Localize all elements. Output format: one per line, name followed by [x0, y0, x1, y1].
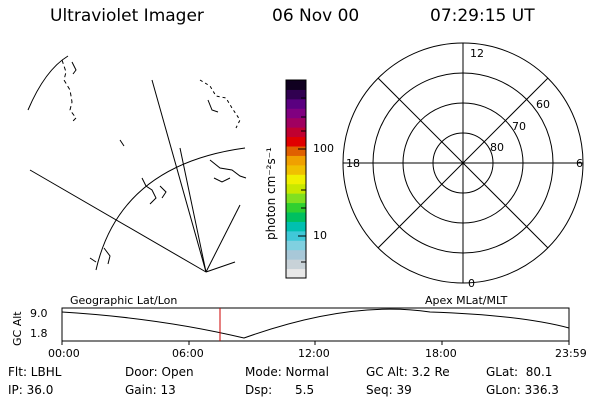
app-title: Ultraviolet Imager [50, 6, 204, 26]
color-scale-segment [286, 230, 306, 241]
colorbar-tick-100: 100 [313, 142, 334, 155]
info-glat: GLat: 80.1 [486, 365, 553, 379]
info-ip: IP: 36.0 [8, 383, 54, 397]
altitude-ytick-min: 1.8 [30, 327, 48, 340]
info-filter: Flt: LBHL [8, 365, 62, 379]
mlt-label-6: 6 [576, 157, 583, 170]
terminator-line [205, 204, 241, 273]
info-dsp: Dsp: 5.5 [245, 383, 315, 397]
info-door: Door: Open [125, 365, 194, 379]
color-scale-segment [286, 249, 306, 260]
color-scale-segment [286, 193, 306, 204]
color-scale-segment [286, 259, 306, 270]
altitude-xtick: 23:59 [555, 347, 587, 360]
coastline [159, 185, 167, 199]
info-glon: GLon: 336.3 [486, 383, 559, 397]
coastline [89, 257, 97, 263]
color-scale-segment [286, 117, 306, 128]
color-scale-segment [286, 268, 306, 279]
info-mode: Mode: Normal [245, 365, 329, 379]
altitude-frame [61, 307, 570, 342]
color-scale-segment [286, 183, 306, 194]
altitude-ylabel: GC Alt [11, 311, 24, 346]
info-seq: Seq: 39 [366, 383, 412, 397]
altitude-xticks-marks [61, 341, 570, 345]
polar-diagonal [377, 77, 549, 249]
mlat-label-70: 70 [512, 120, 526, 133]
color-scale-segment [286, 108, 306, 119]
color-scale-segment [286, 221, 306, 232]
info-gc-alt: GC Alt: 3.2 Re [366, 365, 450, 379]
polar-panel-label: Apex MLat/MLT [425, 294, 508, 307]
polar-plot [342, 42, 584, 284]
coastline [141, 177, 157, 205]
earth-limb-arc [95, 147, 246, 271]
coastline [119, 139, 125, 147]
mlt-label-18: 18 [346, 157, 360, 170]
color-scale-segment [286, 98, 306, 109]
coastline [199, 79, 241, 129]
time-display: 07:29:15 UT [430, 6, 535, 26]
terminator-line-2 [205, 261, 236, 273]
earth-limb-arc-outer [27, 55, 69, 111]
color-scale-segment [286, 89, 306, 100]
color-scale-segment [286, 80, 306, 90]
altitude-ytick-max: 9.0 [30, 307, 48, 320]
coastline [207, 99, 219, 113]
info-gain: Gain: 13 [125, 383, 176, 397]
color-scale-segment [286, 146, 306, 156]
colorbar-tick-10: 10 [313, 229, 327, 242]
latitude-line [29, 169, 207, 273]
altitude-xtick: 00:00 [48, 347, 80, 360]
color-scale-segment [286, 136, 306, 147]
coastline [213, 177, 231, 183]
color-scale-segment [286, 212, 306, 222]
mlat-label-60: 60 [536, 98, 550, 111]
altitude-strip [61, 307, 570, 345]
geographic-panel-label: Geographic Lat/Lon [70, 294, 178, 307]
geographic-map [27, 55, 247, 273]
coastline [103, 247, 111, 265]
meridian-line [151, 79, 207, 273]
color-scale-segment [286, 155, 306, 166]
meridian-line-2 [179, 147, 207, 273]
colorbar-unit-label: photon cm⁻²s⁻¹ [264, 147, 278, 240]
color-scale-bar [286, 80, 306, 279]
color-scale-segment [286, 240, 306, 251]
date-display: 06 Nov 00 [272, 6, 360, 26]
altitude-xtick: 06:00 [172, 347, 204, 360]
color-scale-frame [285, 79, 307, 279]
color-scale-segment [286, 202, 306, 213]
color-scale-segment [286, 164, 306, 175]
color-scale-segment [286, 174, 306, 185]
coastline [71, 61, 77, 75]
altitude-xtick: 18:00 [425, 347, 457, 360]
color-scale-segment [286, 127, 306, 138]
coastline [209, 159, 247, 179]
mlat-label-80: 80 [490, 141, 504, 154]
altitude-curve [61, 308, 570, 339]
mlt-label-0: 0 [468, 277, 475, 290]
mlt-label-12: 12 [470, 47, 484, 60]
color-scale-ticks [298, 97, 306, 263]
coastline [61, 59, 77, 123]
altitude-xtick: 12:00 [298, 347, 330, 360]
